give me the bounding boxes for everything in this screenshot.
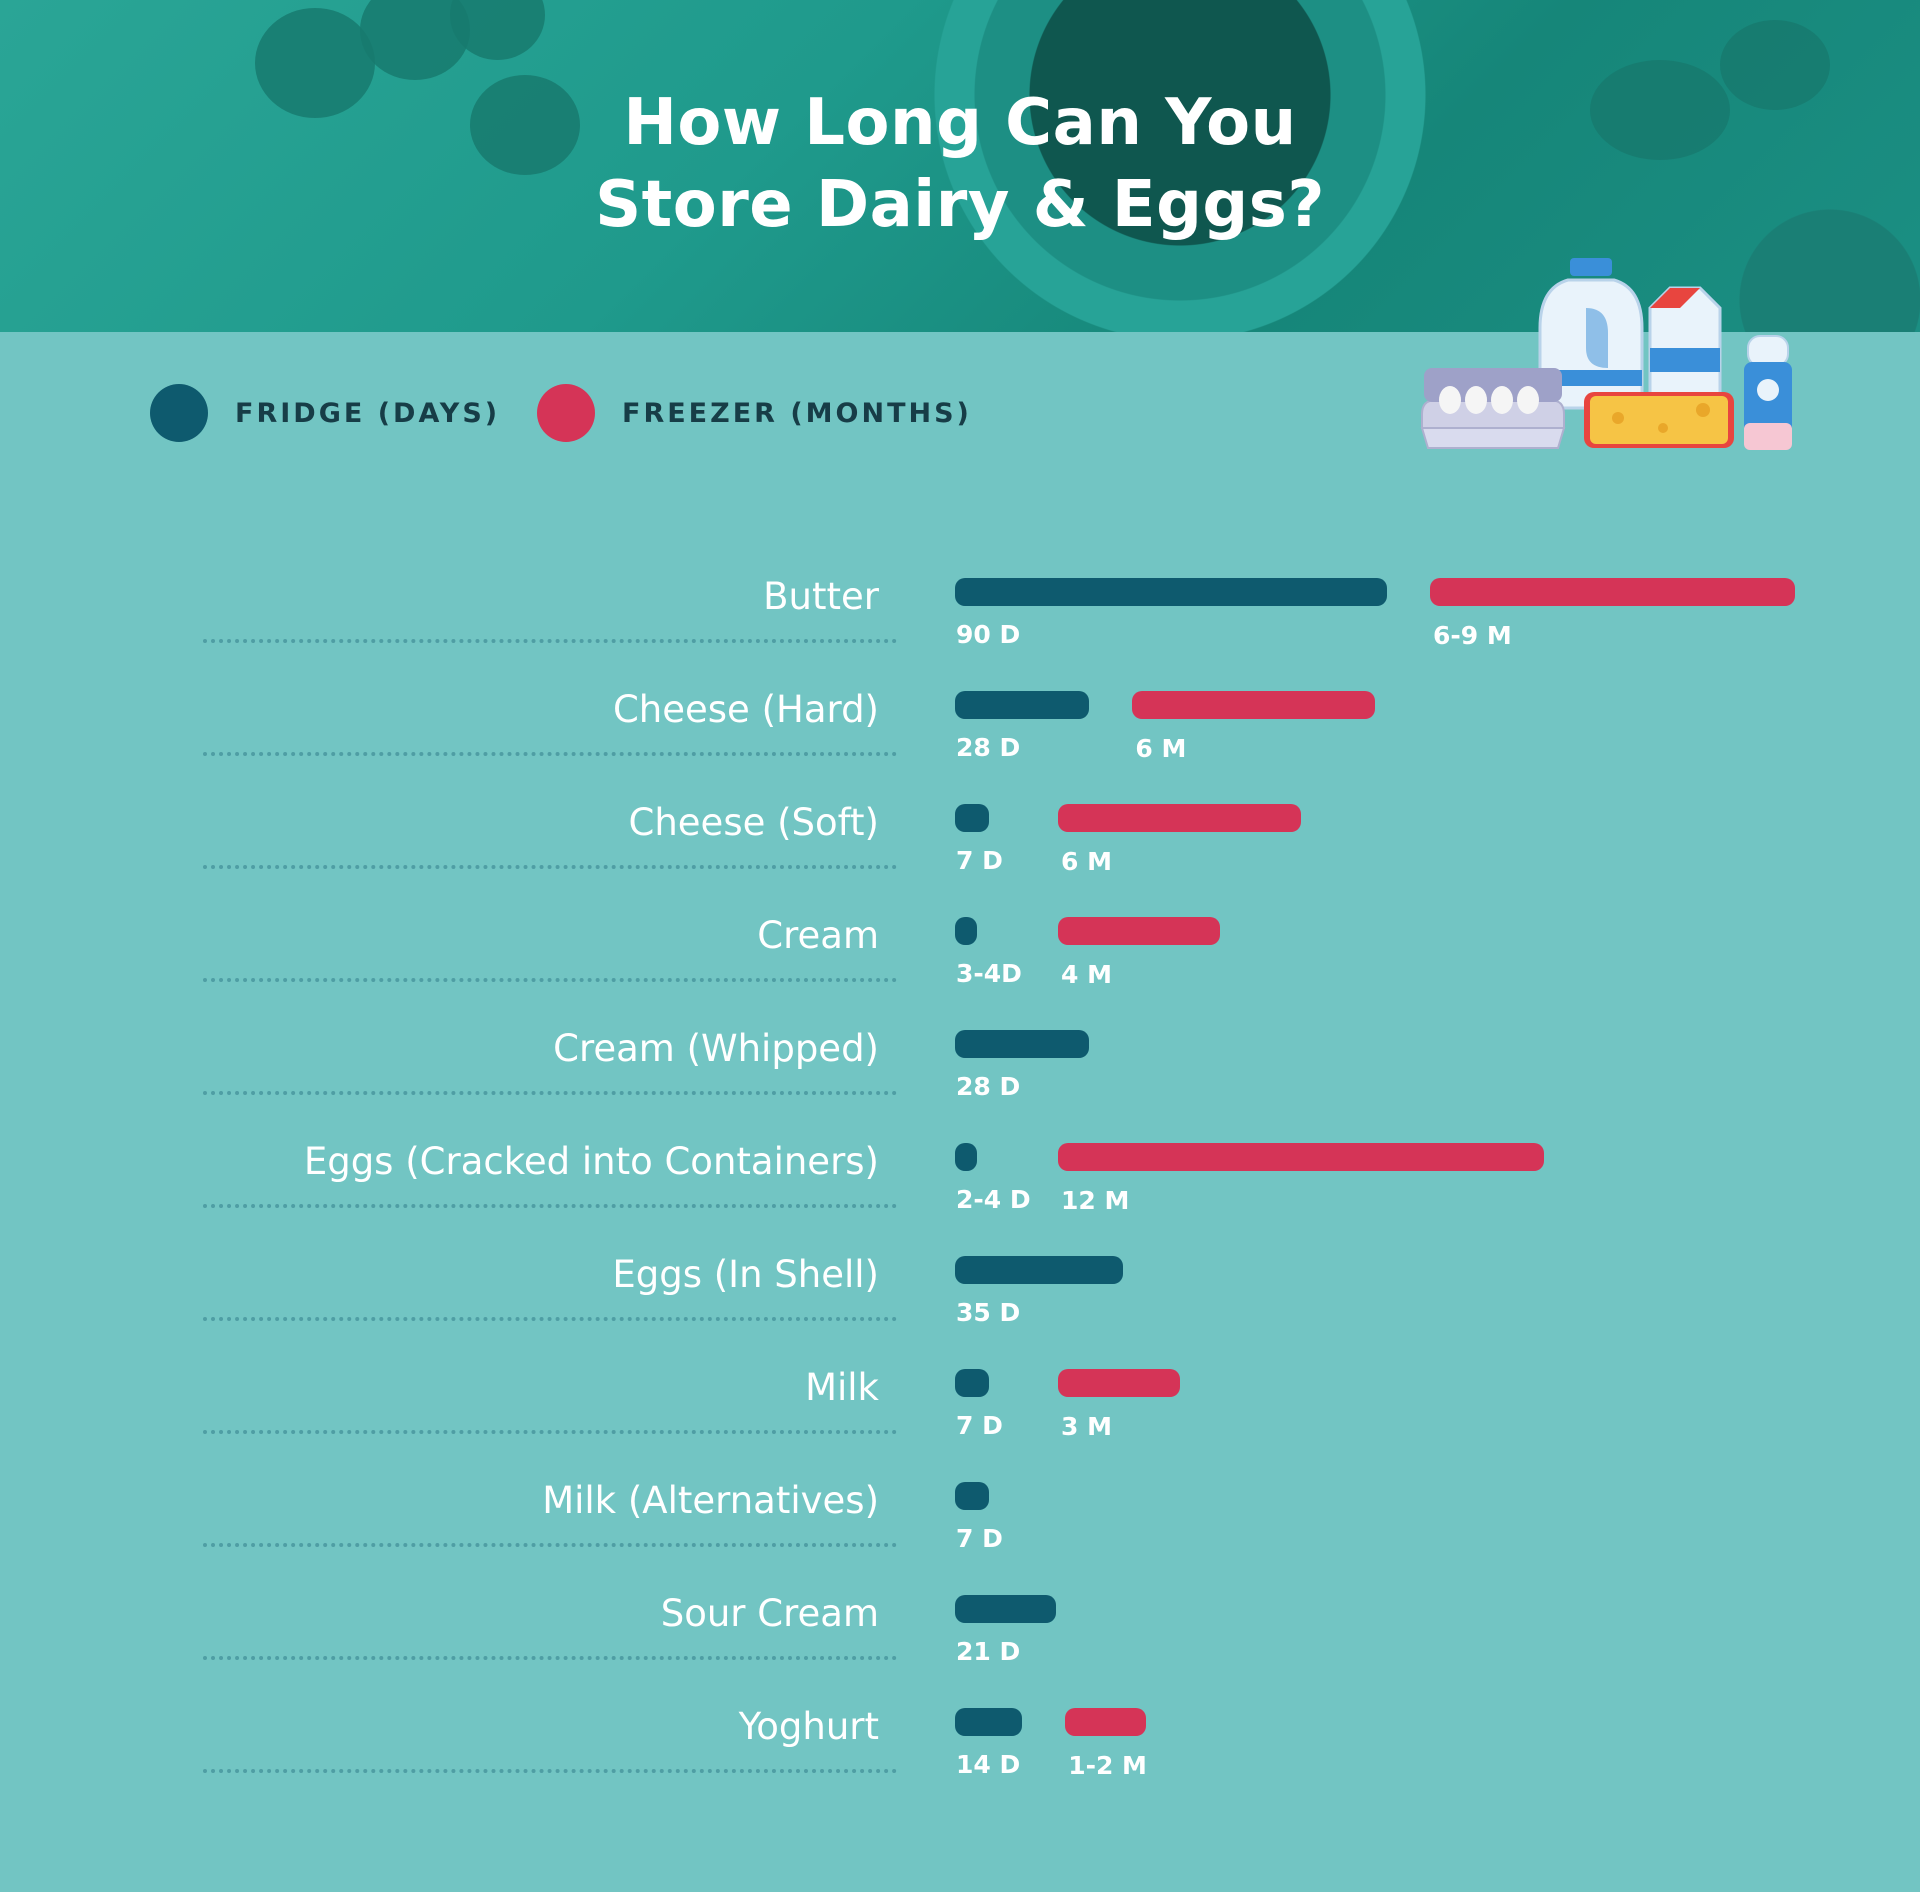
fridge-value-label: 21 D: [956, 1637, 1021, 1666]
fridge-value-label: 7 D: [956, 1524, 1003, 1553]
egg-carton-icon: [1420, 368, 1566, 449]
fridge-bar: [955, 1030, 1090, 1058]
fridge-bar: [955, 1369, 989, 1397]
fridge-bar: [955, 917, 977, 945]
freezer-value-label: 6-9 M: [1433, 621, 1512, 650]
milk-jug-icon: [1538, 258, 1644, 410]
category-label: Eggs (Cracked into Containers): [303, 1140, 879, 1183]
category-label: Milk (Alternatives): [542, 1479, 879, 1522]
brussels-sprout-decoration: [470, 75, 580, 175]
fridge-value-label: 90 D: [956, 620, 1021, 649]
dotted-divider: [203, 1656, 897, 1660]
milk-carton-icon: [1648, 286, 1722, 410]
freezer-bar: [1430, 578, 1795, 606]
fridge-bar: [955, 1708, 1023, 1736]
category-label: Cheese (Hard): [612, 688, 879, 731]
fridge-bar: [955, 1256, 1123, 1284]
fridge-value-label: 3-4D: [956, 959, 1022, 988]
fridge-value-label: 7 D: [956, 1411, 1003, 1440]
fridge-legend-label: FRIDGE (DAYS): [235, 398, 501, 429]
freezer-value-label: 1-2 M: [1068, 1751, 1147, 1780]
yoghurt-bottle-icon: [1744, 335, 1792, 450]
freezer-legend-swatch: [537, 384, 595, 442]
category-label: Milk: [805, 1366, 879, 1409]
brussels-sprout-decoration: [255, 8, 375, 118]
fridge-bar: [955, 578, 1387, 606]
dairy-illustration: [1420, 258, 1792, 450]
fridge-value-label: 35 D: [956, 1298, 1021, 1327]
fridge-value-label: 2-4 D: [956, 1185, 1031, 1214]
dotted-divider: [203, 639, 897, 643]
ginger-decoration: [1590, 60, 1730, 160]
freezer-value-label: 12 M: [1061, 1186, 1130, 1215]
fridge-bar: [955, 1143, 977, 1171]
freezer-value-label: 6 M: [1061, 847, 1112, 876]
category-label: Cheese (Soft): [628, 801, 880, 844]
freezer-bar: [1132, 691, 1376, 719]
category-label: Cream (Whipped): [553, 1027, 879, 1070]
category-label: Cream: [757, 914, 879, 957]
title-line-2: Store Dairy & Eggs?: [595, 168, 1325, 242]
dotted-divider: [203, 1204, 897, 1208]
freezer-value-label: 6 M: [1135, 734, 1187, 763]
fridge-bar: [955, 691, 1090, 719]
dotted-divider: [203, 1430, 897, 1434]
dotted-divider: [203, 1091, 897, 1095]
freezer-value-label: 3 M: [1061, 1412, 1112, 1441]
dotted-divider: [203, 1317, 897, 1321]
fridge-bar: [955, 1595, 1056, 1623]
freezer-bar: [1058, 804, 1301, 832]
category-label: Butter: [763, 575, 879, 618]
fridge-value-label: 28 D: [956, 1072, 1021, 1101]
category-label: Eggs (In Shell): [612, 1253, 879, 1296]
dotted-divider: [203, 865, 897, 869]
freezer-bar: [1058, 1369, 1180, 1397]
cheese-icon: [1584, 392, 1734, 448]
page-title: How Long Can You Store Dairy & Eggs?: [0, 82, 1920, 246]
dotted-divider: [203, 1769, 897, 1773]
freezer-legend-label: FREEZER (MONTHS): [622, 398, 972, 429]
fridge-bar: [955, 804, 989, 832]
header-banner: How Long Can You Store Dairy & Eggs?: [0, 0, 1920, 332]
ginger-decoration: [1720, 20, 1830, 110]
fridge-legend-swatch: [150, 384, 208, 442]
fridge-value-label: 14 D: [956, 1750, 1021, 1779]
title-line-1: How Long Can You: [623, 86, 1297, 160]
freezer-bar: [1058, 917, 1220, 945]
category-label: Yoghurt: [738, 1705, 879, 1748]
freezer-value-label: 4 M: [1061, 960, 1112, 989]
dotted-divider: [203, 1543, 897, 1547]
fridge-bar: [955, 1482, 989, 1510]
fridge-value-label: 28 D: [956, 733, 1021, 762]
dotted-divider: [203, 978, 897, 982]
category-label: Sour Cream: [660, 1592, 879, 1635]
freezer-bar: [1065, 1708, 1147, 1736]
fridge-value-label: 7 D: [956, 846, 1003, 875]
dotted-divider: [203, 752, 897, 756]
freezer-bar: [1058, 1143, 1544, 1171]
